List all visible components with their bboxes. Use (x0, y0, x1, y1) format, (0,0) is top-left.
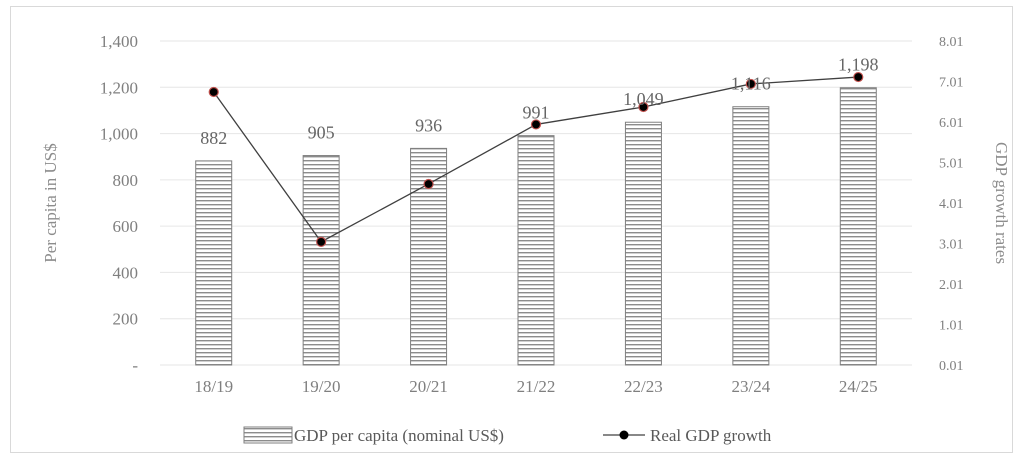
y-tick-label: - (132, 356, 138, 375)
bar (410, 147, 448, 366)
legend-bar-swatch (243, 426, 293, 444)
x-tick-label: 19/20 (302, 377, 341, 396)
x-tick-label: 24/25 (839, 377, 878, 396)
legend-line-marker (619, 430, 629, 440)
y-tick-label: 1,200 (100, 78, 138, 97)
growth-point (853, 71, 864, 83)
legend-line-label: Real GDP growth (650, 426, 772, 445)
growth-point (530, 119, 542, 130)
bar-series (195, 87, 877, 366)
x-tick-label: 18/19 (194, 377, 233, 396)
y-axis-ticks: - 200 400 600 800 1,000 1,200 1,400 (100, 32, 139, 375)
y-tick-label: 200 (113, 310, 139, 329)
y2-tick-label: 0.01 (939, 359, 964, 374)
legend: GDP per capita (nominal US$) Real GDP gr… (243, 426, 772, 445)
y2-tick-label: 2.01 (939, 278, 964, 293)
growth-point (638, 101, 649, 113)
growth-point (423, 178, 434, 190)
bar (839, 87, 877, 366)
bar (624, 121, 662, 366)
bar (732, 106, 770, 366)
bar (302, 155, 340, 366)
y2-tick-label: 5.01 (939, 157, 964, 172)
bar-data-labels: 882 905 936 991 1,049 1,116 1,198 (200, 55, 878, 148)
y-axis-title: Per capita in US$ (41, 143, 60, 262)
growth-point (745, 78, 756, 90)
y2-tick-label: 4.01 (939, 197, 964, 212)
y2-axis-ticks: 0.01 1.01 2.01 3.01 4.01 5.01 6.01 7.01 8.01 (939, 35, 964, 374)
y2-tick-label: 1.01 (939, 319, 964, 334)
bar (195, 160, 233, 366)
bar-data-label: 991 (523, 103, 550, 123)
bar-data-label: 1,116 (731, 74, 771, 94)
y-tick-label: 400 (113, 263, 139, 282)
y2-tick-label: 8.01 (939, 35, 964, 50)
legend-bar-label: GDP per capita (nominal US$) (294, 426, 504, 445)
y-tick-label: 800 (113, 171, 139, 190)
y-tick-label: 1,000 (100, 125, 138, 144)
y2-tick-label: 3.01 (939, 238, 964, 253)
x-tick-label: 23/24 (731, 377, 770, 396)
bar-data-label: 1,049 (623, 89, 664, 109)
bar-data-label: 905 (308, 123, 335, 143)
bar-data-label: 936 (415, 115, 442, 135)
line-series (208, 71, 864, 247)
y-tick-label: 600 (113, 217, 139, 236)
bar (517, 135, 555, 366)
x-tick-label: 22/23 (624, 377, 663, 396)
bar-data-label: 1,198 (838, 55, 879, 75)
x-tick-label: 21/22 (517, 377, 556, 396)
x-axis-ticks: 18/19 19/20 20/21 21/22 22/23 23/24 24/25 (194, 377, 877, 396)
x-tick-label: 20/21 (409, 377, 448, 396)
growth-point (316, 236, 327, 247)
y-tick-label: 1,400 (100, 32, 138, 51)
bar-data-label: 882 (200, 128, 227, 148)
growth-point (208, 86, 219, 98)
y2-axis-title: GDP growth rates (992, 142, 1011, 264)
y2-tick-label: 7.01 (939, 76, 964, 91)
y2-tick-label: 6.01 (939, 116, 964, 131)
